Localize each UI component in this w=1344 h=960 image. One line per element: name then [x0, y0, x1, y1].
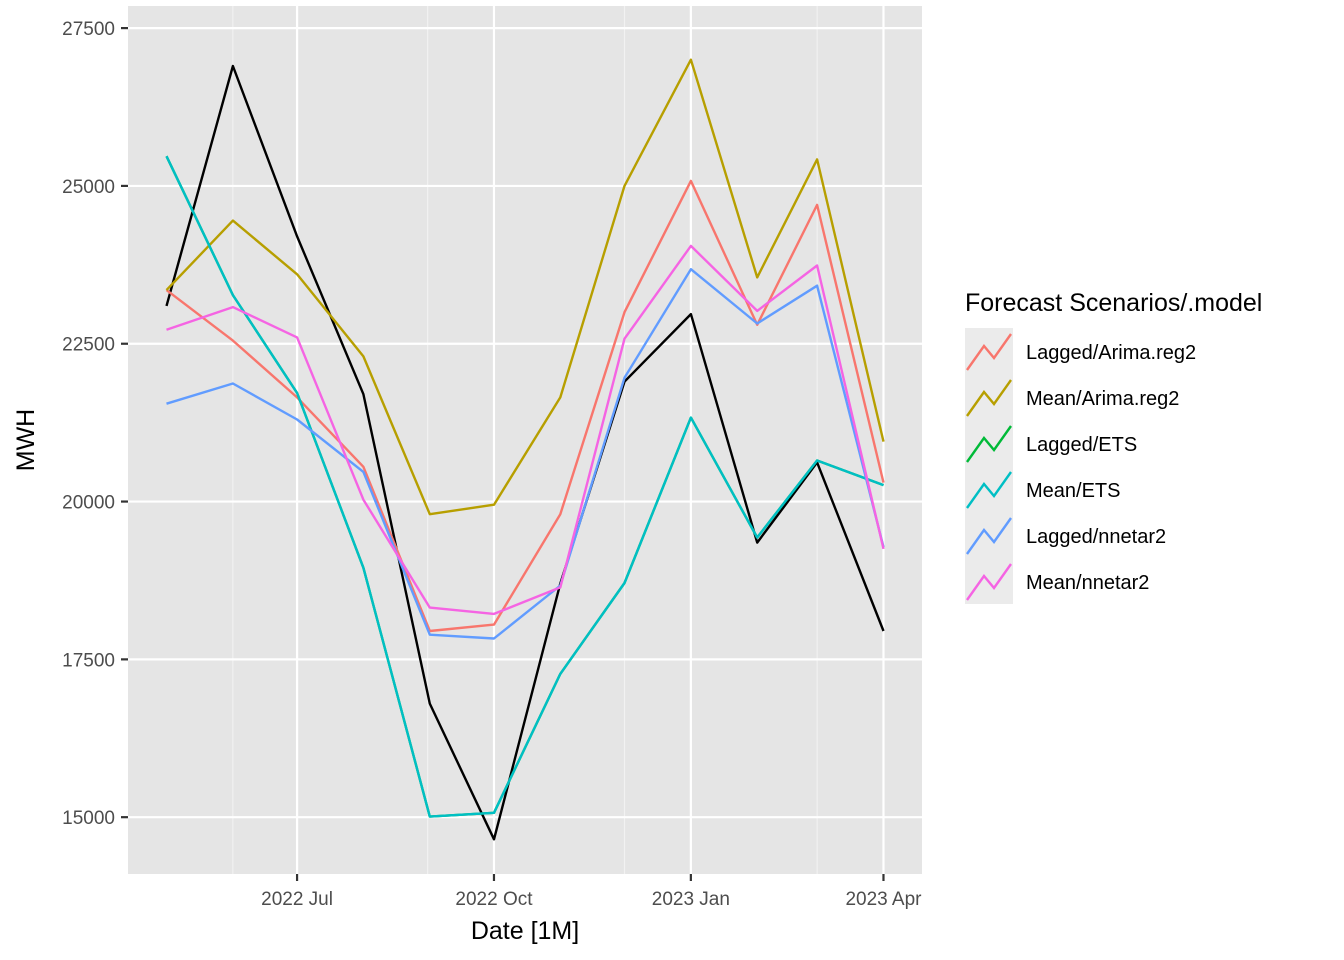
legend-key-swatch — [966, 471, 1012, 509]
legend-key-swatch — [966, 333, 1012, 371]
legend-label: Lagged/nnetar2 — [1026, 526, 1166, 548]
y-tick-label: 15000 — [62, 808, 115, 829]
y-axis: 15000 17500 20000 22500 25000 27500 — [62, 19, 128, 829]
y-tick-label: 17500 — [62, 650, 115, 671]
series-line-mean-ets — [165, 155, 884, 818]
x-tick-label: 2022 Oct — [455, 889, 533, 910]
legend-label: Mean/Arima.reg2 — [1026, 388, 1179, 410]
series-line-lagged-nnetar2 — [166, 268, 885, 640]
legend-key-swatch — [966, 379, 1012, 417]
legend-item-lagged-arima-reg2[interactable]: Lagged/Arima.reg2 — [966, 333, 1196, 371]
x-tick-label: 2023 Apr — [845, 889, 922, 910]
legend-item-lagged-nnetar2[interactable]: Lagged/nnetar2 — [966, 517, 1166, 555]
y-tick-label: 22500 — [62, 335, 115, 356]
y-tick-label: 27500 — [62, 19, 115, 40]
y-axis-title: MWH — [12, 409, 40, 471]
legend-item-mean-ets[interactable]: Mean/ETS — [966, 471, 1120, 509]
legend-key-swatch — [966, 517, 1012, 555]
series-line-mean-nnetar2 — [166, 244, 885, 616]
legend-label: Mean/ETS — [1026, 480, 1120, 502]
y-tick-label: 20000 — [62, 493, 115, 514]
x-axis-title: Date [1M] — [471, 917, 579, 945]
x-tick-label: 2023 Jan — [652, 889, 730, 910]
x-axis: 2022 Jul 2022 Oct 2023 Jan 2023 Apr — [261, 874, 922, 910]
legend-label: Lagged/Arima.reg2 — [1026, 342, 1196, 364]
y-tick-label: 25000 — [62, 177, 115, 198]
legend-item-lagged-ets[interactable]: Lagged/ETS — [966, 425, 1137, 463]
legend-item-mean-nnetar2[interactable]: Mean/nnetar2 — [966, 563, 1149, 601]
plot-panel-background — [128, 6, 922, 874]
x-tick-label: 2022 Jul — [261, 889, 333, 910]
legend[interactable]: Lagged/Arima.reg2 Mean/Arima.reg2 Lagged/E… — [965, 328, 1196, 604]
legend-key-swatch — [966, 563, 1012, 601]
minor-gridlines — [232, 6, 818, 874]
legend-key-swatch — [966, 425, 1012, 463]
legend-item-mean-arima-reg2[interactable]: Mean/Arima.reg2 — [966, 379, 1179, 417]
legend-title: Forecast Scenarios/.model — [965, 289, 1262, 317]
legend-label: Lagged/ETS — [1026, 434, 1137, 456]
series-lines — [165, 58, 885, 841]
series-line-mean-arima-reg2 — [165, 58, 885, 516]
actual-series-line — [165, 64, 885, 841]
legend-key-background — [965, 328, 1013, 604]
legend-label: Mean/nnetar2 — [1026, 572, 1149, 594]
